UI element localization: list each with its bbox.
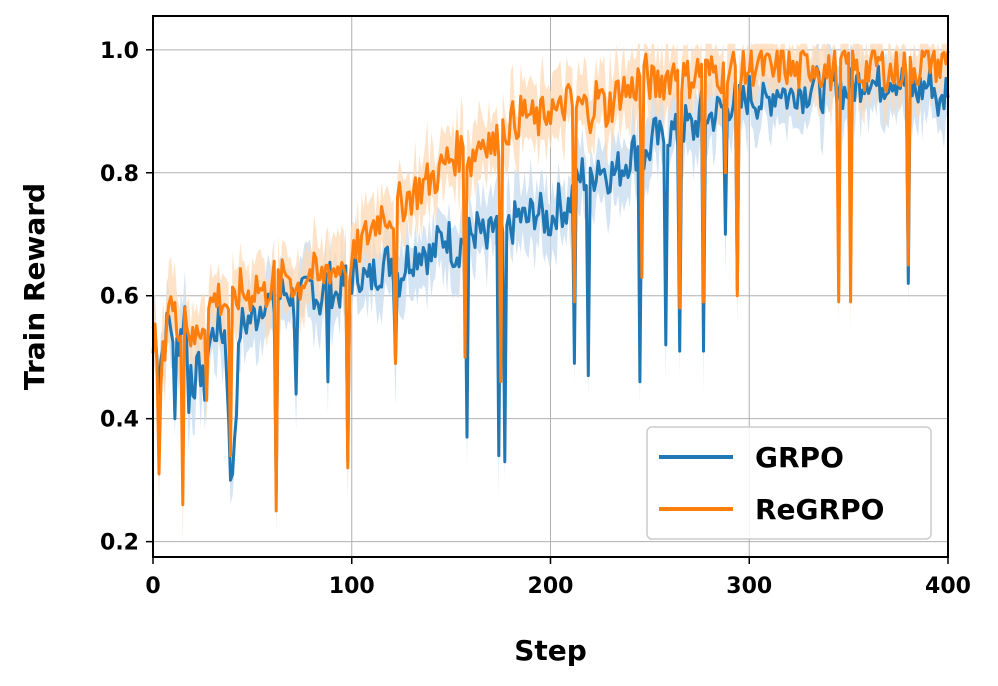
legend-label-grpo: GRPO	[755, 441, 844, 474]
x-tick-label-2: 200	[528, 574, 574, 599]
y-axis-title: Train Reward	[18, 183, 51, 390]
series-line-regrpo	[151, 49, 950, 513]
y-tick-label-2: 0.6	[100, 285, 139, 310]
y-tick-label-0: 0.2	[100, 531, 139, 556]
y-tick-label-1: 0.4	[100, 408, 139, 433]
legend-label-regrpo: ReGRPO	[755, 493, 884, 526]
series-lines	[151, 49, 950, 513]
y-tick-label-3: 0.8	[100, 162, 139, 187]
x-tick-label-0: 0	[145, 574, 160, 599]
x-tick-label-4: 400	[925, 574, 971, 599]
y-tick-label-4: 1.0	[100, 39, 139, 64]
x-axis-title: Step	[514, 634, 587, 667]
axis-ticks: 0 100 200 300 400 0.2 0.4 0.6 0.8 1.0	[100, 39, 971, 599]
legend: GRPO ReGRPO	[646, 426, 932, 540]
x-tick-label-3: 300	[726, 574, 772, 599]
x-tick-label-1: 100	[329, 574, 375, 599]
